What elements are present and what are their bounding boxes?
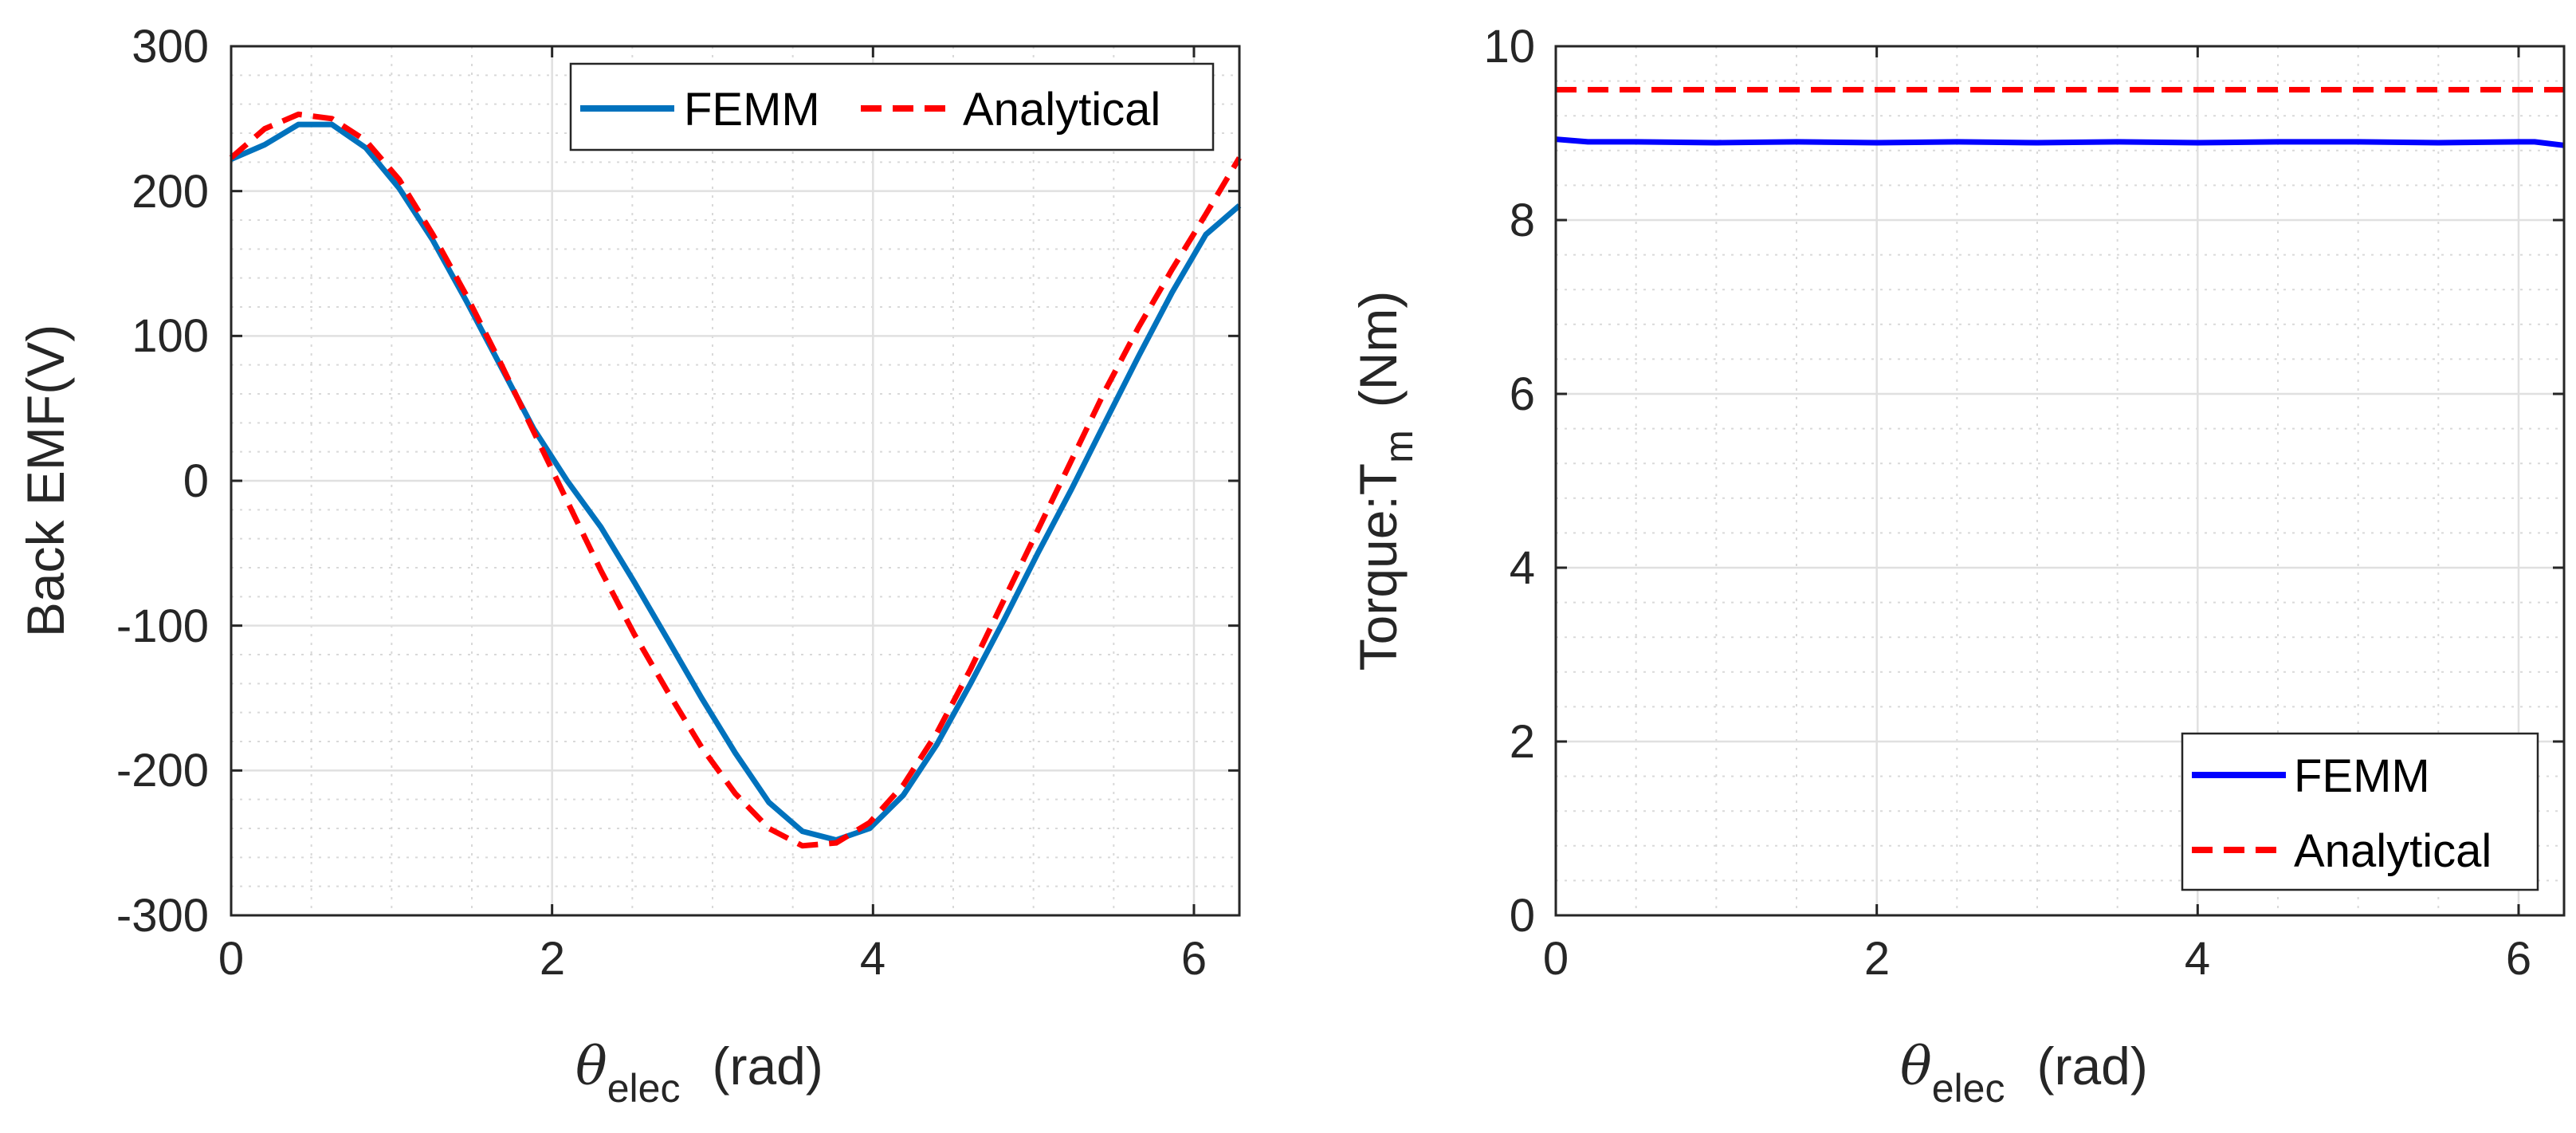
torque-ytick-label: 10 [1483, 21, 1535, 73]
torque-y-axis-label: Torque:Tm (Nm) [1349, 291, 1421, 671]
torque-ytick-label: 2 [1510, 716, 1535, 768]
back-emf-ytick-label: -100 [116, 600, 209, 652]
back-emf-y-tick-labels: -300 -200 -100 0 100 200 300 [116, 21, 209, 942]
torque-tick-marks [1554, 45, 2564, 917]
torque-label-unit: (Nm) [1349, 291, 1408, 408]
back-emf-ytick-label: -200 [116, 745, 209, 797]
legend-label-analytical: Analytical [2294, 825, 2492, 877]
torque-y-tick-labels: 0 2 4 6 8 10 [1483, 21, 1535, 942]
back-emf-legend: FEMM Analytical [569, 62, 1215, 151]
back-emf-ytick-label: -300 [116, 890, 209, 942]
back-emf-xtick-label: 0 [218, 933, 244, 985]
torque-xtick-label: 0 [1543, 933, 1569, 985]
torque-series-line-femm [1555, 136, 2565, 148]
torque-xtick-label: 2 [1864, 933, 1890, 985]
back-emf-minor-grid [231, 46, 1239, 915]
x-label-unit: (rad) [2036, 1037, 2147, 1096]
torque-minor-grid [1556, 46, 2564, 915]
torque-label-text: Torque:T [1349, 463, 1408, 671]
legend-label-femm: FEMM [684, 84, 820, 136]
torque-axes-box [1554, 45, 2566, 917]
back-emf-xtick-label: 2 [540, 933, 565, 985]
x-label-unit: (rad) [712, 1037, 823, 1096]
torque-ytick-label: 0 [1510, 890, 1535, 942]
torque-ytick-label: 8 [1510, 195, 1535, 246]
torque-series [1555, 87, 2565, 148]
back-emf-legend-box [569, 62, 1215, 151]
back-emf-xtick-label: 6 [1181, 933, 1207, 985]
torque-ytick-label: 4 [1510, 542, 1535, 594]
torque-x-tick-labels: 0 2 4 6 [1543, 933, 2531, 985]
back-emf-y-axis-label: Back EMF(V) [16, 325, 75, 637]
back-emf-xtick-label: 4 [860, 933, 886, 985]
torque-chart: 0 2 4 6 8 10 0 2 4 6 Torque:Tm (Nm) θelec… [1349, 21, 2566, 1111]
theta-symbol: θ [575, 1036, 607, 1097]
back-emf-ytick-label: 300 [132, 21, 209, 73]
torque-x-axis-label: θelec (rad) [1900, 1036, 2148, 1111]
back-emf-tick-marks [230, 45, 1239, 917]
back-emf-plot-area [229, 45, 1243, 917]
theta-symbol: θ [1900, 1036, 1932, 1097]
x-label-subscript: elec [607, 1066, 681, 1111]
legend-label-analytical: Analytical [963, 84, 1160, 136]
torque-xtick-label: 4 [2185, 933, 2210, 985]
back-emf-ytick-label: 100 [132, 310, 209, 362]
torque-xtick-label: 6 [2506, 933, 2531, 985]
back-emf-x-axis-label: θelec (rad) [575, 1036, 823, 1111]
back-emf-x-tick-labels: 0 2 4 6 [218, 933, 1207, 985]
torque-ytick-label: 6 [1510, 368, 1535, 420]
back-emf-series-line-analytical [229, 111, 1243, 849]
torque-legend-box [2181, 732, 2539, 891]
back-emf-ytick-label: 200 [132, 166, 209, 218]
back-emf-series-line-femm [230, 121, 1242, 843]
torque-legend: FEMM Analytical [2181, 732, 2539, 891]
back-emf-chart: -300 -200 -100 0 100 200 300 0 2 4 6 Bac… [16, 21, 1243, 1111]
x-label-subscript: elec [1932, 1066, 2005, 1111]
torque-label-subscript: m [1376, 430, 1421, 463]
legend-label-femm: FEMM [2294, 750, 2430, 802]
back-emf-series [229, 111, 1243, 849]
back-emf-ytick-label: 0 [183, 455, 209, 507]
